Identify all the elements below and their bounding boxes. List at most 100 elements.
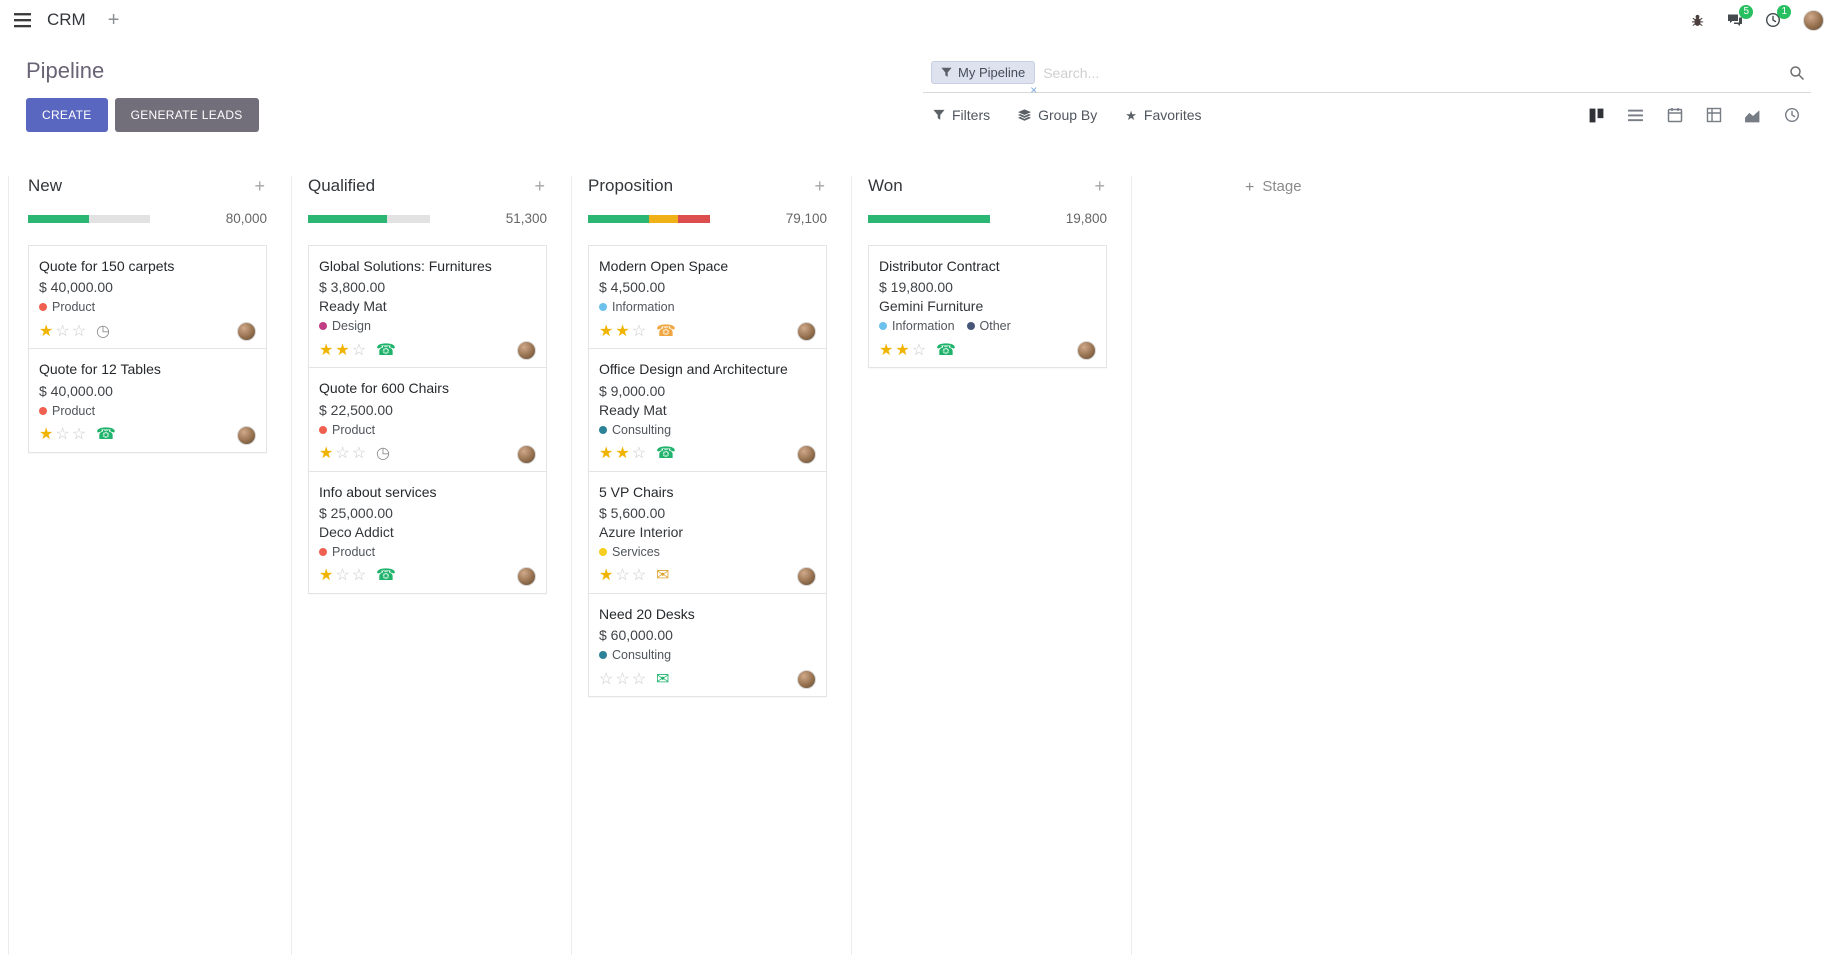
priority-star[interactable]: ★ (319, 445, 334, 463)
avatar[interactable] (517, 566, 536, 586)
search-icon[interactable] (1787, 65, 1807, 81)
column-total: 51,300 (505, 211, 547, 226)
plus-icon[interactable]: + (107, 9, 120, 31)
group-by-button[interactable]: Group By (1018, 107, 1097, 123)
priority-star[interactable]: ☆ (351, 567, 367, 585)
kanban-card[interactable]: Modern Open Space $ 4,500.00 Information… (588, 245, 827, 350)
search-input[interactable] (1035, 62, 1787, 83)
priority-star[interactable]: ★ (615, 445, 630, 463)
avatar[interactable] (797, 566, 816, 586)
avatar[interactable] (797, 670, 816, 690)
quick-create-icon[interactable]: + (1094, 176, 1105, 196)
priority-star[interactable]: ★ (895, 341, 910, 359)
debug-bug-icon[interactable] (1690, 13, 1705, 28)
quick-create-icon[interactable]: + (814, 176, 825, 196)
kanban-card[interactable]: Info about services $ 25,000.00 Deco Add… (308, 470, 547, 594)
activities-clock-icon[interactable]: 1 (1765, 5, 1791, 28)
priority-star[interactable]: ☆ (71, 322, 87, 340)
kanban-card[interactable]: Global Solutions: Furnitures $ 3,800.00 … (308, 245, 547, 369)
list-view-button[interactable] (1616, 102, 1655, 128)
card-amount: $ 3,800.00 (319, 279, 386, 296)
phone-icon[interactable]: ☎ (656, 322, 676, 340)
card-title: Quote for 600 Chairs (319, 380, 449, 397)
priority-star[interactable]: ☆ (351, 445, 367, 463)
envelope-icon[interactable]: ✉ (656, 567, 670, 585)
activity-view-button[interactable] (1772, 102, 1811, 128)
priority-star[interactable]: ☆ (631, 567, 647, 585)
avatar[interactable] (1077, 341, 1096, 361)
kanban-view-icon (1589, 108, 1604, 122)
priority-star[interactable]: ☆ (71, 426, 87, 444)
column-progressbar[interactable] (28, 214, 150, 223)
filters-button[interactable]: Filters (933, 107, 990, 123)
phone-icon[interactable]: ☎ (936, 341, 956, 359)
clock-icon[interactable]: ◷ (376, 445, 390, 463)
priority-star[interactable]: ☆ (351, 341, 367, 359)
priority-star[interactable]: ☆ (55, 426, 70, 444)
phone-icon[interactable]: ☎ (376, 567, 396, 585)
priority-star[interactable]: ☆ (335, 445, 350, 463)
priority-star[interactable]: ☆ (631, 445, 647, 463)
search-facet[interactable]: My Pipeline × (931, 61, 1037, 96)
avatar[interactable] (797, 322, 816, 342)
priority-star[interactable]: ☆ (599, 670, 614, 688)
priority-star[interactable]: ★ (319, 567, 334, 585)
priority-star[interactable]: ☆ (335, 567, 350, 585)
phone-icon[interactable]: ☎ (656, 445, 676, 463)
kanban-card[interactable]: Office Design and Architecture $ 9,000.0… (588, 348, 827, 472)
avatar[interactable] (237, 425, 256, 445)
phone-icon[interactable]: ☎ (376, 341, 396, 359)
priority-star[interactable]: ★ (335, 341, 350, 359)
priority-star[interactable]: ★ (615, 322, 630, 340)
priority-star[interactable]: ☆ (55, 322, 70, 340)
kanban-card[interactable]: Quote for 600 Chairs $ 22,500.00 Product… (308, 367, 547, 472)
list-view-icon (1628, 109, 1643, 121)
kanban-card[interactable]: 5 VP Chairs $ 5,600.00 Azure Interior Se… (588, 470, 827, 594)
messages-icon[interactable]: 5 (1727, 5, 1753, 28)
kanban-view-button[interactable] (1577, 102, 1616, 128)
quick-create-icon[interactable]: + (534, 176, 545, 196)
priority-star[interactable]: ★ (879, 341, 894, 359)
tag: Consulting (599, 423, 671, 437)
priority-star[interactable]: ★ (319, 341, 334, 359)
priority-star[interactable]: ☆ (631, 670, 647, 688)
avatar[interactable] (797, 444, 816, 464)
user-avatar[interactable] (1803, 9, 1824, 31)
add-stage-button[interactable]: + Stage (1245, 178, 1302, 196)
avatar[interactable] (517, 444, 536, 464)
priority-star[interactable]: ☆ (615, 670, 630, 688)
avatar[interactable] (517, 341, 536, 361)
kanban-card[interactable]: Quote for 12 Tables $ 40,000.00 Product … (28, 348, 267, 453)
clock-icon[interactable]: ◷ (96, 322, 110, 340)
quick-create-icon[interactable]: + (254, 176, 265, 196)
kanban-card[interactable]: Quote for 150 carpets $ 40,000.00 Produc… (28, 245, 267, 350)
apps-menu-icon[interactable] (10, 9, 35, 32)
priority-star[interactable]: ☆ (911, 341, 927, 359)
calendar-view-button[interactable] (1655, 102, 1694, 128)
column-progressbar[interactable] (868, 214, 990, 223)
card-amount: $ 40,000.00 (39, 382, 113, 399)
kanban-card[interactable]: Need 20 Desks $ 60,000.00 Consulting ☆ ☆ ☆… (588, 592, 827, 698)
generate-leads-button[interactable]: GENERATE LEADS (114, 98, 259, 132)
priority-star[interactable]: ★ (599, 567, 614, 585)
facet-close-icon[interactable]: × (1030, 83, 1038, 97)
favorites-button[interactable]: ★ Favorites (1125, 107, 1202, 123)
app-name[interactable]: CRM (47, 10, 86, 29)
graph-view-button[interactable] (1733, 102, 1772, 128)
phone-icon[interactable]: ☎ (96, 426, 116, 444)
kanban-board: New + 80,000 Quote for 150 carpets $ 40,… (0, 148, 1838, 955)
priority-star[interactable]: ☆ (631, 322, 647, 340)
column-progressbar[interactable] (588, 214, 710, 223)
avatar[interactable] (237, 322, 256, 342)
pivot-view-button[interactable] (1694, 102, 1733, 128)
create-button[interactable]: CREATE (26, 98, 108, 132)
priority-star[interactable]: ★ (39, 426, 54, 444)
priority-star[interactable]: ★ (599, 322, 614, 340)
tag: Services (599, 545, 660, 559)
priority-star[interactable]: ★ (599, 445, 614, 463)
priority-star[interactable]: ★ (39, 322, 54, 340)
priority-star[interactable]: ☆ (615, 567, 630, 585)
kanban-card[interactable]: Distributor Contract $ 19,800.00 Gemini … (868, 245, 1107, 369)
envelope-icon[interactable]: ✉ (656, 670, 670, 688)
column-progressbar[interactable] (308, 214, 430, 223)
